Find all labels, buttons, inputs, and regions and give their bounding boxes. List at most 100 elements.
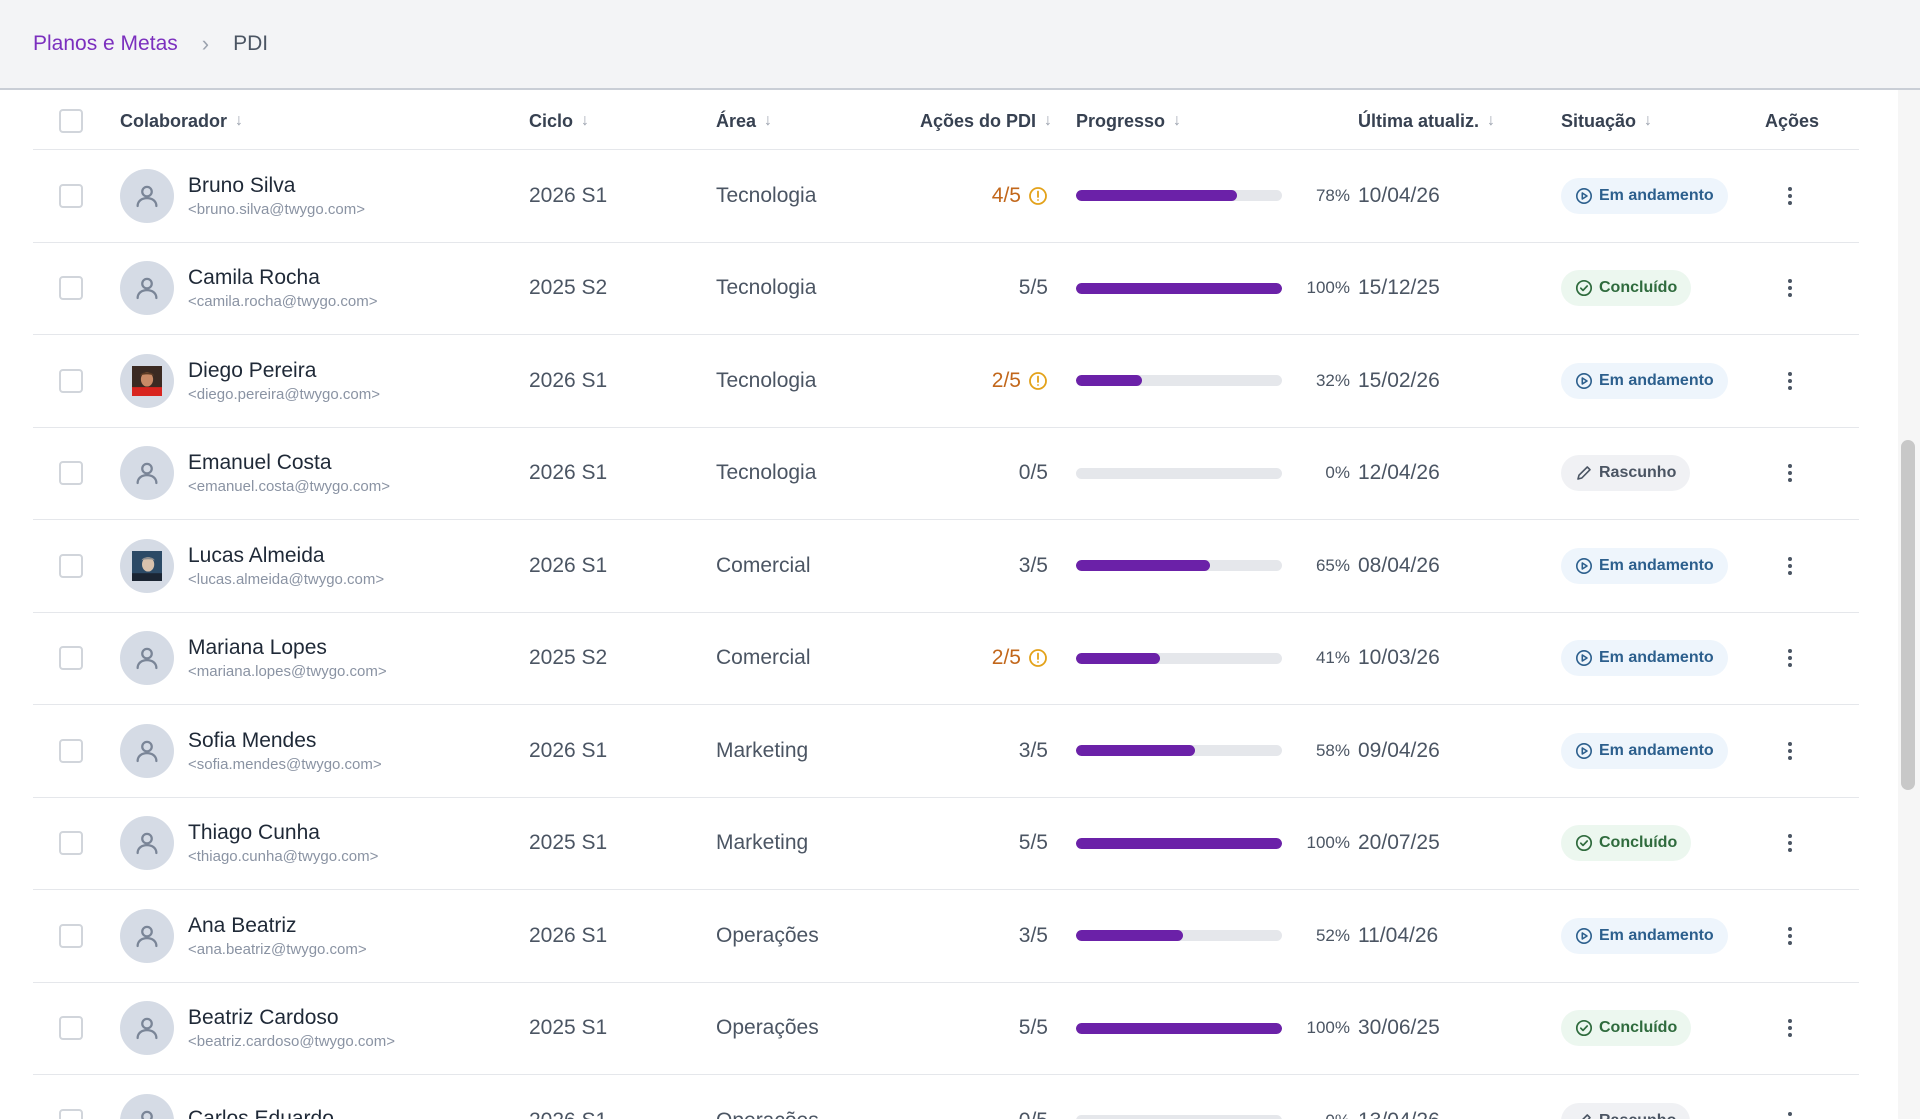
table-row[interactable]: Beatriz Cardoso <beatriz.cardoso@twygo.c… [33,983,1859,1075]
more-vertical-icon[interactable] [1787,464,1793,483]
row-select-cell [59,335,83,427]
more-vertical-icon[interactable] [1787,1019,1793,1038]
pdi-actions-count-wrap: 4/5 [920,150,1048,242]
actions-cell [1787,983,1793,1075]
avatar [120,353,174,408]
more-vertical-icon[interactable] [1787,834,1793,853]
collaborator-name[interactable]: Lucas Almeida [188,543,325,567]
scrollbar-thumb[interactable] [1901,440,1915,790]
progress-bar [1076,375,1282,387]
status-badge: Concluído [1561,1010,1692,1047]
row-checkbox[interactable] [59,553,83,578]
table-row[interactable]: Emanuel Costa <emanuel.costa@twygo.com> … [33,428,1859,520]
col-progresso[interactable]: Progresso ↓ [1076,92,1181,150]
area: Tecnologia [716,276,817,300]
actions-cell [1787,150,1793,242]
pdi-actions-cell: 3/5 [920,520,1048,612]
row-checkbox[interactable] [59,1016,83,1041]
collaborator-cell: Diego Pereira <diego.pereira@twygo.com> [120,335,380,427]
collaborator-name[interactable]: Bruno Silva [188,173,296,197]
more-vertical-icon[interactable] [1787,1111,1793,1119]
select-all-cell [59,92,83,150]
table-row[interactable]: Ana Beatriz <ana.beatriz@twygo.com> 2026… [33,890,1859,983]
sort-arrow-icon: ↓ [1487,112,1496,129]
pdi-actions-count: 5/5 [1018,276,1048,300]
row-checkbox[interactable] [59,831,83,856]
status-cell: Em andamento [1561,613,1728,705]
collaborator-name[interactable]: Carlos Eduardo [188,1107,334,1119]
table-row[interactable]: Lucas Almeida <lucas.almeida@twygo.com> … [33,520,1859,613]
progress-percent: 65% [1315,555,1350,575]
collaborator-name[interactable]: Sofia Mendes [188,728,317,752]
progress-bar-fill [1076,1022,1282,1034]
user-icon [132,273,162,303]
pdi-actions-cell: 5/5 [920,983,1048,1075]
col-situacao[interactable]: Situação ↓ [1561,92,1652,150]
progress-bar-fill [1076,930,1184,942]
row-select-cell [59,520,83,612]
pdi-actions-count: 2/5 [991,368,1021,392]
more-vertical-icon[interactable] [1787,279,1793,298]
avatar [120,168,174,223]
pdi-actions-count-wrap: 3/5 [920,890,1048,982]
pdi-actions-count-wrap: 5/5 [920,798,1048,890]
more-vertical-icon[interactable] [1787,186,1793,205]
last-update: 15/02/26 [1358,368,1440,392]
row-checkbox[interactable] [59,461,83,486]
more-vertical-icon[interactable] [1787,649,1793,668]
table-row[interactable]: Mariana Lopes <mariana.lopes@twygo.com> … [33,613,1859,705]
breadcrumb-parent-link[interactable]: Planos e Metas [33,32,178,55]
table-row[interactable]: Thiago Cunha <thiago.cunha@twygo.com> 20… [33,798,1859,890]
row-checkbox[interactable] [59,646,83,671]
table-row[interactable]: Sofia Mendes <sofia.mendes@twygo.com> 20… [33,705,1859,798]
select-all-checkbox[interactable] [59,109,83,133]
cycle: 2026 S1 [529,738,608,762]
col-ciclo[interactable]: Ciclo ↓ [529,92,589,150]
scrollbar[interactable] [1898,90,1920,1119]
status-label: Em andamento [1599,649,1714,667]
more-vertical-icon[interactable] [1787,926,1793,945]
pdi-actions-count-wrap: 5/5 [920,983,1048,1075]
collaborator-name[interactable]: Mariana Lopes [188,636,327,660]
table-row[interactable]: Camila Rocha <camila.rocha@twygo.com> 20… [33,243,1859,335]
collaborator-cell: Ana Beatriz <ana.beatriz@twygo.com> [120,890,367,982]
collaborator-email: <mariana.lopes@twygo.com> [188,663,387,681]
col-colaborador[interactable]: Colaborador ↓ [120,92,243,150]
more-vertical-icon[interactable] [1787,741,1793,760]
row-checkbox[interactable] [59,923,83,948]
more-vertical-icon[interactable] [1787,371,1793,390]
collaborator-name[interactable]: Emanuel Costa [188,451,332,475]
collaborator-name[interactable]: Beatriz Cardoso [188,1006,339,1030]
status-cell: Em andamento [1561,335,1728,427]
collaborator-name[interactable]: Camila Rocha [188,266,320,290]
collaborator-name[interactable]: Diego Pereira [188,358,317,382]
col-colaborador-label: Colaborador [120,110,228,131]
pdi-actions-cell: 2/5 [920,335,1048,427]
progress-bar-fill [1076,560,1210,572]
col-ultima[interactable]: Última atualiz. ↓ [1358,92,1495,150]
last-update: 13/04/26 [1358,1075,1440,1119]
pdi-actions-cell: 5/5 [920,243,1048,335]
actions-cell [1787,520,1793,612]
row-checkbox[interactable] [59,738,83,763]
more-vertical-icon[interactable] [1787,556,1793,575]
status-label: Concluído [1599,1019,1678,1037]
collaborator-email: <camila.rocha@twygo.com> [188,293,378,311]
row-checkbox[interactable] [59,368,83,393]
table-row[interactable]: Bruno Silva <bruno.silva@twygo.com> 2026… [33,150,1859,243]
col-acoes-pdi[interactable]: Ações do PDI ↓ [920,92,1052,150]
row-checkbox[interactable] [59,183,83,208]
sort-arrow-icon: ↓ [1644,112,1653,129]
status-cell: Rascunho [1561,428,1691,520]
sort-arrow-icon: ↓ [1173,112,1182,129]
last-update: 09/04/26 [1358,738,1440,762]
collaborator-name[interactable]: Thiago Cunha [188,821,320,845]
progress-percent: 0% [1325,463,1350,483]
row-checkbox[interactable] [59,276,83,301]
collaborator-name[interactable]: Ana Beatriz [188,913,297,937]
table-row[interactable]: Carlos Eduardo 2026 S1 Operações 0/5 0% … [33,1075,1859,1119]
table-row[interactable]: Diego Pereira <diego.pereira@twygo.com> … [33,335,1859,428]
status-badge: Concluído [1561,825,1692,862]
col-area[interactable]: Área ↓ [716,92,772,150]
row-checkbox[interactable] [59,1108,83,1119]
